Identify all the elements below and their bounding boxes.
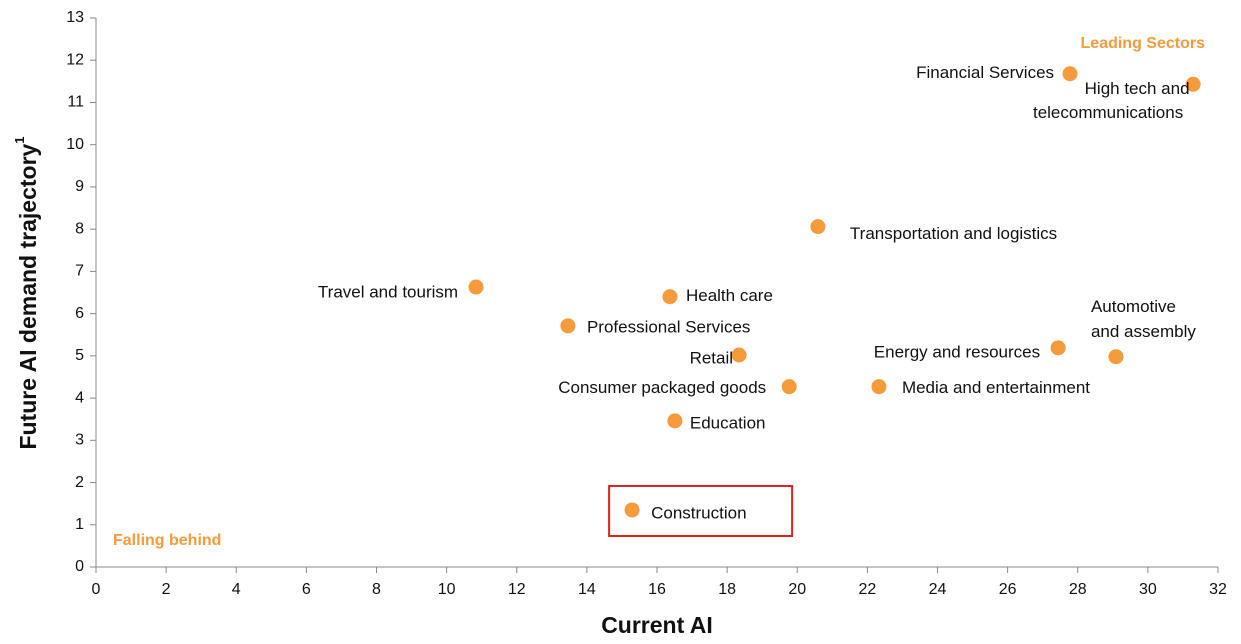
x-tick-label: 20 [788,581,806,598]
x-tick-label: 32 [1209,581,1227,598]
x-axis-title: Current AI [601,612,713,638]
x-tick-label: 12 [508,581,526,598]
y-tick-label: 8 [75,220,84,237]
point-label: telecommunications [1033,103,1183,122]
point [871,379,887,395]
annotation: Falling behind [113,532,221,549]
x-tick-label: 4 [232,581,241,598]
x-tick-label: 24 [929,581,947,598]
x-tick-label: 8 [372,581,381,598]
point [1185,76,1201,92]
annotation: Leading Sectors [1081,35,1206,52]
y-tick-label: 1 [75,516,84,533]
y-tick-label: 9 [75,178,84,195]
highlight-box [608,484,794,537]
y-axis-title-sup: 1 [12,136,27,143]
x-tick-label: 26 [999,581,1017,598]
point [810,219,826,235]
point-label: Health care [686,286,773,305]
point-label: Financial Services [916,63,1054,82]
point-label: Retail [690,348,733,367]
y-tick-label: 13 [66,9,84,26]
point [560,318,576,334]
point-label: Automotive [1091,297,1176,316]
point-label: High tech and [1085,79,1190,98]
y-tick-label: 0 [75,558,84,575]
x-tick-label: 0 [92,581,101,598]
x-tick-label: 14 [578,581,596,598]
point-label: and assembly [1091,322,1196,341]
point [1062,66,1078,82]
point [468,279,484,295]
point-label: Travel and tourism [318,282,458,301]
point-label: Media and entertainment [902,378,1090,397]
point-label: Construction [651,503,746,522]
x-tick-label: 6 [302,581,311,598]
x-tick-label: 22 [858,581,876,598]
y-tick-label: 10 [66,136,84,153]
x-tick-label: 2 [162,581,171,598]
point [781,379,797,395]
x-tick-label: 18 [718,581,736,598]
point-label: Professional Services [587,317,750,336]
x-tick-label: 28 [1069,581,1087,598]
point [1108,349,1124,365]
y-tick-label: 11 [67,94,84,111]
point-label: Consumer packaged goods [558,378,766,397]
y-tick-label: 7 [75,263,84,280]
y-axis-title-group: Future AI demand trajectory1 [12,136,41,449]
y-tick-label: 5 [75,347,84,364]
point [1050,340,1066,356]
y-tick-label: 6 [75,305,84,322]
x-tick-label: 10 [438,581,456,598]
point-label: Education [690,413,766,432]
y-axis-title: Future AI demand trajectory1 [12,136,41,449]
x-tick-label: 30 [1139,581,1157,598]
point [731,347,747,363]
point [662,289,678,305]
x-tick-label: 16 [648,581,666,598]
y-tick-label: 4 [75,389,84,406]
point [624,502,640,518]
y-tick-label: 3 [75,432,84,449]
point-label: Energy and resources [874,342,1040,361]
y-tick-label: 2 [75,474,84,491]
point [667,413,683,429]
y-tick-label: 12 [66,51,84,68]
point-label: Transportation and logistics [850,224,1057,243]
